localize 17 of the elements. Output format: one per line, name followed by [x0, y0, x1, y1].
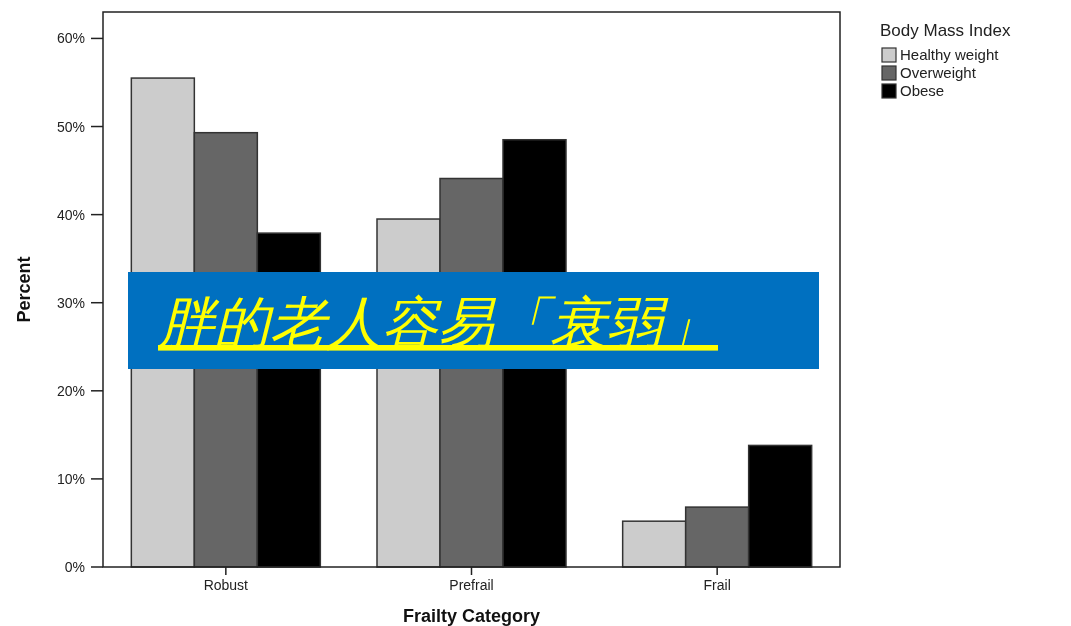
y-tick-label: 40% [56, 206, 85, 223]
annotation: 胖的老人容易「衰弱」 [158, 290, 718, 355]
y-tick-label: 60% [56, 30, 85, 47]
y-axis-title: Percent [14, 256, 34, 323]
y-tick-label: 20% [56, 382, 85, 399]
y-tick-label: 30% [56, 294, 85, 311]
legend-label: Obese [900, 82, 945, 99]
y-tick-label: 50% [56, 118, 85, 135]
x-tick-label: Robust [203, 577, 249, 593]
legend-label: Healthy weight [900, 46, 1000, 63]
x-axis-title: Frailty Category [402, 606, 541, 626]
legend-label: Overweight [900, 64, 977, 81]
y-tick-label: 0% [64, 559, 85, 575]
y-tick-label: 10% [56, 470, 85, 487]
x-tick-label: Prefrail [449, 577, 494, 593]
x-tick-label: Frail [703, 577, 731, 593]
legend-title: Body Mass Index [880, 21, 1011, 40]
